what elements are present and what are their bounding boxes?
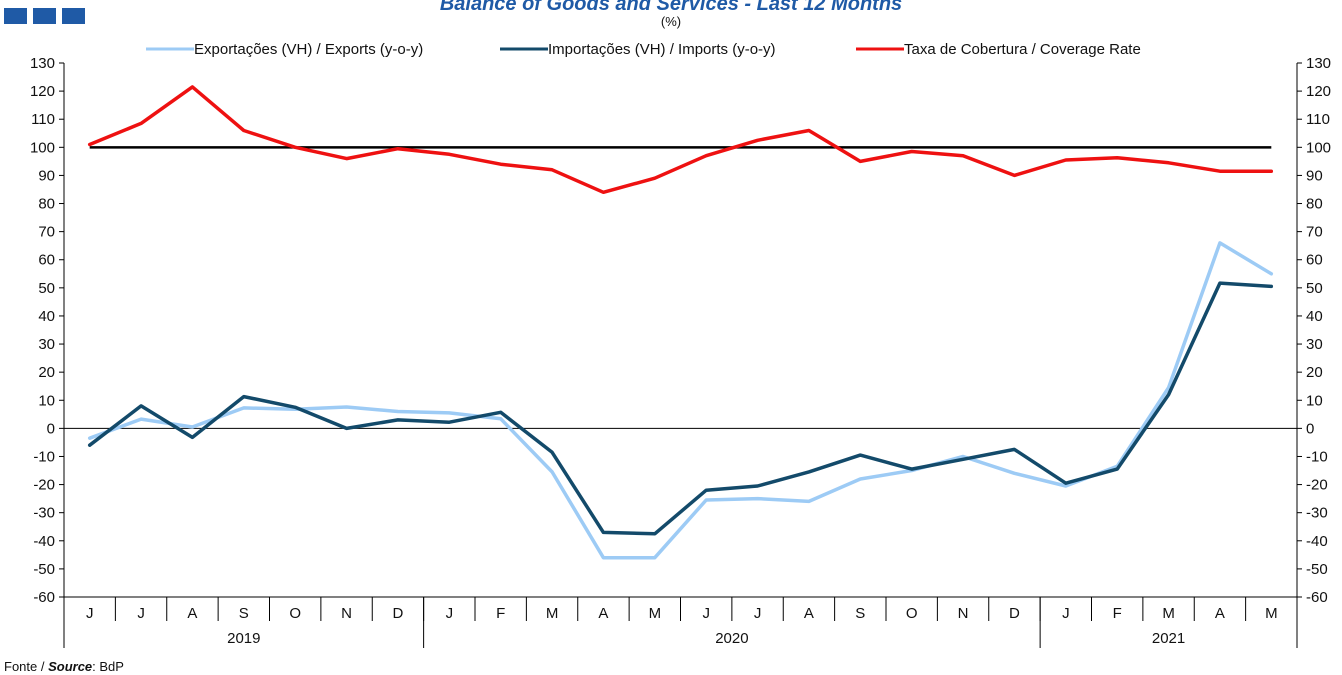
year-label: 2021: [1152, 630, 1185, 647]
x-tick-label: D: [1009, 605, 1020, 622]
right-y-ticks: -60 -50 -40 -30 -20 -10 0 10 20 30 40 50 60 70 80 90 100…: [1297, 55, 1331, 606]
y-tick-label-right: 70: [1306, 224, 1323, 241]
y-tick-label-right: 90: [1306, 167, 1323, 184]
x-tick-label: A: [598, 605, 608, 622]
x-tick-label: S: [855, 605, 865, 622]
y-tick-label-left: 80: [38, 196, 55, 213]
x-tick-label: N: [958, 605, 969, 622]
x-tick-label: M: [649, 605, 662, 622]
x-tick-label: D: [393, 605, 404, 622]
x-tick-label: J: [702, 605, 710, 622]
y-tick-label-left: 0: [47, 420, 55, 437]
y-tick-label-right: 130: [1306, 55, 1331, 72]
x-tick-label: J: [137, 605, 145, 622]
left-y-ticks: -60 -50 -40 -30 -20 -10 0 10 20 30 40 50 60 70 80 90 100…: [30, 55, 64, 606]
x-axis: J J A S O N D J F M A M J J A S O N D J F M A M 2019 2020 2021: [63, 596, 1298, 648]
year-label: 2019: [227, 630, 260, 647]
series-layer: [87, 85, 1274, 560]
legend-label-exports: Exportações (VH) / Exports (y-o-y): [194, 41, 423, 58]
x-tick-label: F: [1113, 605, 1122, 622]
x-tick-label: J: [1062, 605, 1070, 622]
series-exports-line: [87, 241, 1274, 560]
y-tick-label-left: -10: [33, 448, 55, 465]
x-tick-label: M: [1265, 605, 1278, 622]
y-tick-label-right: -40: [1306, 533, 1328, 550]
chart-title: Balance of Goods and Services - Last 12 …: [440, 0, 902, 15]
y-tick-label-left: 20: [38, 364, 55, 381]
x-tick-label: F: [496, 605, 505, 622]
y-tick-label-right: -30: [1306, 505, 1328, 522]
x-tick-label: M: [546, 605, 559, 622]
x-tick-label: O: [906, 605, 918, 622]
x-tick-label: A: [1215, 605, 1225, 622]
y-tick-label-right: 0: [1306, 420, 1314, 437]
x-tick-label: A: [804, 605, 814, 622]
y-tick-label-right: 50: [1306, 280, 1323, 297]
series-imports-line: [87, 281, 1274, 536]
y-tick-label-left: 90: [38, 167, 55, 184]
y-tick-label-left: 130: [30, 55, 55, 72]
x-tick-label: N: [341, 605, 352, 622]
source-note-emphasis: Source: [48, 659, 92, 674]
y-tick-label-left: 50: [38, 280, 55, 297]
y-tick-label-right: 30: [1306, 336, 1323, 353]
y-tick-label-left: 110: [31, 111, 55, 128]
legend: Exportações (VH) / Exports (y-o-y) Impor…: [146, 41, 1141, 58]
y-tick-label-right: 120: [1306, 83, 1331, 100]
y-tick-label-right: -60: [1306, 589, 1328, 606]
y-tick-label-right: -50: [1306, 561, 1328, 578]
y-tick-label-left: 40: [38, 308, 55, 325]
y-tick-label-left: 100: [30, 139, 55, 156]
y-tick-label-left: 120: [30, 83, 55, 100]
y-tick-label-right: -20: [1306, 477, 1328, 494]
x-tick-label: J: [86, 605, 94, 622]
year-label: 2020: [715, 630, 748, 647]
x-tick-label: S: [239, 605, 249, 622]
x-tick-label: J: [446, 605, 454, 622]
y-tick-label-right: 110: [1306, 111, 1330, 128]
y-tick-label-right: -10: [1306, 448, 1328, 465]
y-tick-label-right: 40: [1306, 308, 1323, 325]
x-tick-label: O: [289, 605, 301, 622]
y-tick-label-left: 30: [38, 336, 55, 353]
x-tick-label: M: [1162, 605, 1175, 622]
y-tick-label-right: 80: [1306, 196, 1323, 213]
y-tick-label-left: 10: [38, 392, 55, 409]
y-tick-label-left: -40: [33, 533, 55, 550]
y-tick-label-left: -20: [33, 477, 55, 494]
chart-subtitle: (%): [661, 14, 681, 29]
logo-icon: [4, 8, 85, 24]
x-tick-label: J: [754, 605, 762, 622]
y-tick-label-right: 20: [1306, 364, 1323, 381]
y-tick-label-right: 100: [1306, 139, 1331, 156]
y-tick-label-left: 60: [38, 252, 55, 269]
y-tick-label-left: -60: [33, 589, 55, 606]
y-tick-label-right: 60: [1306, 252, 1323, 269]
y-tick-label-right: 10: [1306, 392, 1323, 409]
y-tick-label-left: 70: [38, 224, 55, 241]
x-tick-label: A: [187, 605, 197, 622]
legend-label-coverage: Taxa de Cobertura / Coverage Rate: [904, 41, 1141, 58]
series-coverage-line: [87, 85, 1274, 195]
y-tick-label-left: -50: [33, 561, 55, 578]
legend-label-imports: Importações (VH) / Imports (y-o-y): [548, 41, 776, 58]
y-tick-label-left: -30: [33, 505, 55, 522]
source-note: Fonte / Source: BdP: [4, 659, 124, 674]
